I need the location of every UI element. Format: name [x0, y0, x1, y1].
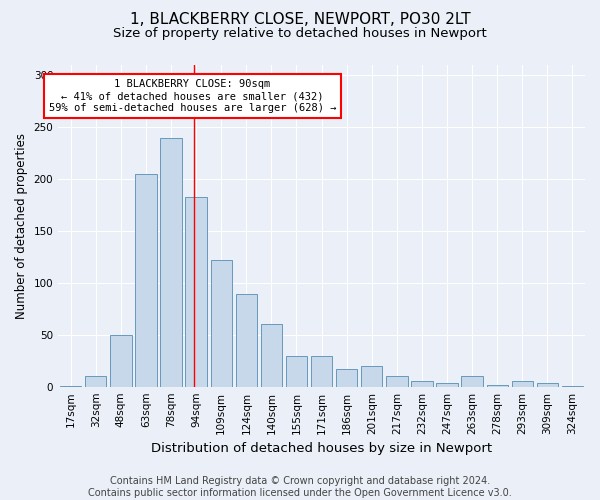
Bar [487, 384, 508, 386]
Y-axis label: Number of detached properties: Number of detached properties [15, 133, 28, 319]
Bar [286, 356, 307, 386]
Text: 1, BLACKBERRY CLOSE, NEWPORT, PO30 2LT: 1, BLACKBERRY CLOSE, NEWPORT, PO30 2LT [130, 12, 470, 28]
Bar [512, 382, 533, 386]
Bar [336, 369, 358, 386]
Bar [311, 356, 332, 386]
X-axis label: Distribution of detached houses by size in Newport: Distribution of detached houses by size … [151, 442, 492, 455]
Bar [85, 376, 106, 386]
Bar [461, 376, 483, 386]
Text: 1 BLACKBERRY CLOSE: 90sqm
← 41% of detached houses are smaller (432)
59% of semi: 1 BLACKBERRY CLOSE: 90sqm ← 41% of detac… [49, 80, 336, 112]
Bar [185, 197, 207, 386]
Bar [110, 335, 131, 386]
Text: Contains HM Land Registry data © Crown copyright and database right 2024.
Contai: Contains HM Land Registry data © Crown c… [88, 476, 512, 498]
Bar [160, 138, 182, 386]
Bar [386, 376, 407, 386]
Bar [436, 382, 458, 386]
Bar [361, 366, 382, 386]
Text: Size of property relative to detached houses in Newport: Size of property relative to detached ho… [113, 28, 487, 40]
Bar [136, 174, 157, 386]
Bar [236, 294, 257, 386]
Bar [537, 382, 558, 386]
Bar [411, 382, 433, 386]
Bar [261, 324, 282, 386]
Bar [211, 260, 232, 386]
